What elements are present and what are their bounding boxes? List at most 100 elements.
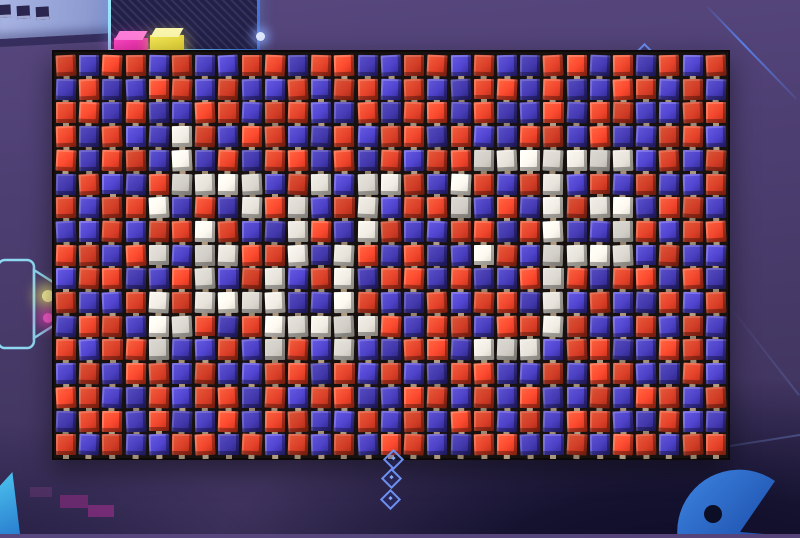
cube-red — [287, 363, 309, 385]
cube-red — [148, 386, 170, 408]
cube-blue — [241, 362, 263, 385]
cube-blue — [55, 363, 77, 385]
cube-red — [334, 386, 356, 408]
cube-red — [380, 315, 402, 337]
cube-red — [612, 363, 634, 385]
cube-white — [148, 244, 170, 269]
cube-white — [241, 173, 263, 195]
cube-blue — [589, 315, 611, 337]
cube-blue — [264, 78, 286, 100]
cube-blue — [310, 196, 332, 219]
cube-red — [218, 78, 239, 100]
cube-red — [473, 410, 494, 435]
cube-red — [264, 149, 286, 171]
cube-blue — [125, 315, 147, 337]
cube-red — [519, 267, 541, 290]
cube-blue — [658, 315, 681, 337]
cube-white — [334, 291, 355, 313]
cube-blue — [380, 197, 402, 219]
cube-blue — [311, 410, 332, 435]
cube-white — [264, 291, 286, 314]
cube-white — [311, 173, 332, 195]
cube-red — [241, 267, 263, 290]
cube-blue — [427, 78, 448, 100]
cube-red — [612, 268, 634, 290]
cube-red — [589, 386, 611, 409]
cube-red — [287, 102, 309, 124]
cube-white — [264, 339, 286, 364]
cube-red — [542, 54, 565, 77]
cube-blue — [217, 54, 240, 77]
cube-red — [78, 173, 100, 195]
cube-blue — [519, 433, 541, 456]
cube-blue — [427, 268, 448, 290]
cube-blue — [79, 125, 100, 147]
cube-red — [55, 149, 77, 171]
cube-red — [658, 410, 681, 432]
cube-red — [403, 410, 425, 432]
cube-blue — [125, 433, 147, 456]
cube-red — [334, 197, 355, 222]
cube-blue — [636, 149, 657, 171]
cube-blue — [148, 149, 170, 171]
cube-red — [102, 268, 123, 290]
cube-blue — [55, 173, 77, 195]
cube-blue — [218, 197, 239, 219]
cube-blue — [56, 268, 77, 293]
cube-blue — [403, 362, 425, 385]
cube-red — [264, 410, 286, 432]
cube-red — [426, 54, 448, 77]
cube-white — [333, 315, 356, 337]
cube-red — [403, 339, 425, 361]
cube-blue — [288, 126, 309, 151]
cube-red — [682, 362, 704, 385]
cube-red — [635, 433, 657, 456]
cube-red — [589, 125, 611, 148]
cube-blue — [612, 386, 634, 408]
cube-red — [264, 54, 286, 77]
cube-blue — [426, 125, 448, 148]
cube-red — [659, 291, 680, 313]
cube-white — [334, 339, 356, 361]
cube-red — [543, 102, 564, 127]
cube-red — [589, 362, 611, 385]
cube-blue — [427, 410, 448, 432]
cube-blue — [380, 291, 402, 314]
cube-blue — [566, 386, 587, 412]
cube-blue — [148, 268, 170, 290]
cube-red — [102, 434, 123, 456]
cube-blue — [172, 363, 193, 388]
cube-red — [310, 220, 332, 242]
cube-blue — [264, 434, 286, 456]
cube-red — [218, 339, 239, 361]
cube-blue — [635, 196, 657, 219]
cube-blue — [659, 220, 680, 242]
cube-red — [380, 268, 402, 293]
cube-blue — [310, 291, 332, 314]
cube-red — [705, 434, 726, 459]
cube-red — [55, 339, 77, 361]
cube-blue — [241, 339, 263, 361]
cube-blue — [519, 196, 541, 219]
cube-red — [403, 267, 425, 290]
cube-blue — [635, 125, 657, 148]
cube-white — [473, 149, 495, 171]
cube-white — [473, 339, 495, 361]
cube-red — [705, 149, 727, 171]
cube-red — [171, 434, 193, 456]
cube-blue — [473, 125, 495, 148]
cube-red — [682, 267, 704, 290]
cube-blue — [705, 339, 727, 361]
cube-blue — [612, 315, 634, 337]
slab-panel — [0, 0, 133, 55]
cube-red — [78, 101, 100, 124]
cube-blue — [566, 362, 588, 385]
cube-blue — [682, 291, 704, 314]
cube-red — [195, 386, 216, 408]
cube-red — [195, 315, 216, 341]
cube-blue — [635, 54, 657, 77]
cube-blue — [682, 173, 704, 195]
cube-blue — [519, 54, 541, 76]
cube-blue — [101, 291, 124, 314]
cube-blue — [79, 149, 100, 171]
